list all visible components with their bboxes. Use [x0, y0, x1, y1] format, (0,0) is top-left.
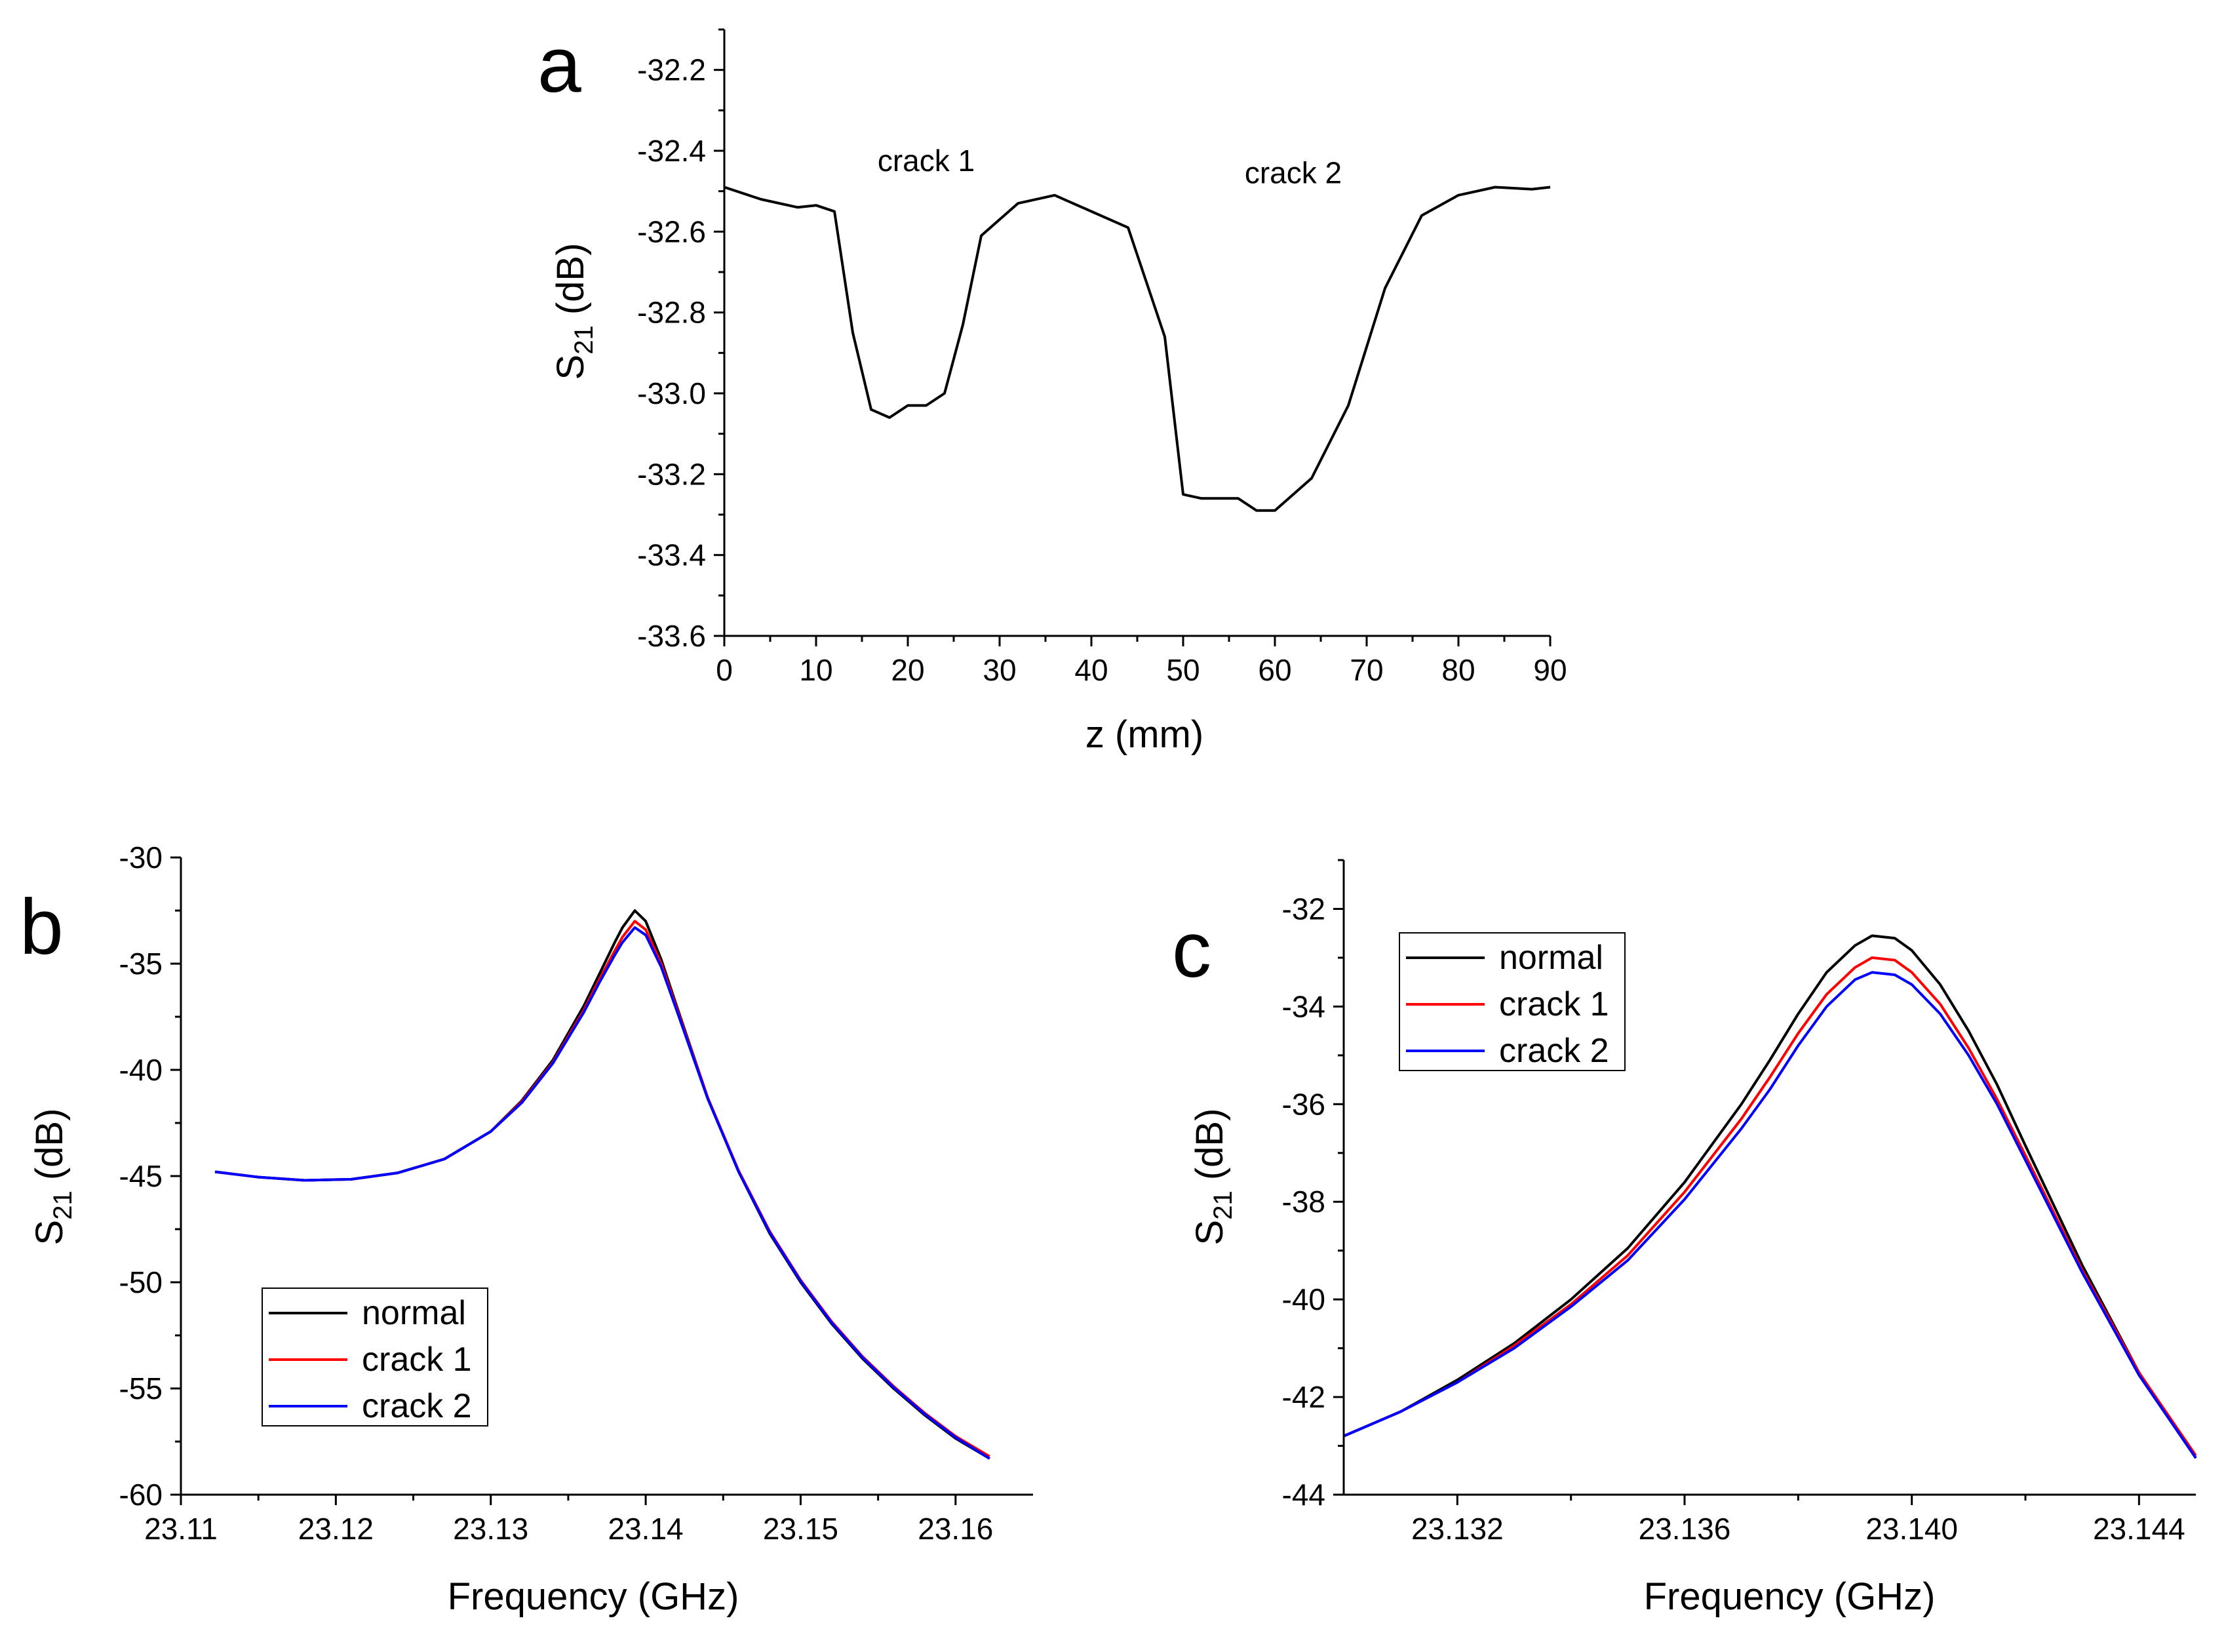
panel-c-y-tick-label: -44 [1282, 1478, 1325, 1512]
panel-b-legend-label-crack-1: crack 1 [362, 1341, 472, 1379]
panel-b-chart: b 23.11 23.12 23.13 23.14 23.15 23.16 -60 -55 -… [20, 840, 1033, 1618]
panel-c-x-tick-label: 23.136 [1639, 1512, 1731, 1546]
panel-c-x-tick-label: 23.144 [2093, 1512, 2185, 1546]
panel-c-y-tick-label: -38 [1282, 1185, 1325, 1219]
panel-c-y-ticks: -44 -42 -40 -38 -36 -34 -32 [1282, 859, 1344, 1512]
panel-a-x-ticks: 0 10 20 30 40 50 60 70 80 90 [716, 636, 1567, 687]
panel-a-x-tick-label: 30 [983, 653, 1016, 687]
panel-c-x-ticks: 23.132 23.136 23.140 23.144 [1411, 1495, 2185, 1546]
panel-a-series [724, 186, 1551, 512]
panel-b-legend: normal crack 1 crack 2 [262, 1288, 488, 1426]
panel-a-x-tick-label: 60 [1258, 653, 1291, 687]
panel-a-annotation-crack-2: crack 2 [1245, 155, 1342, 189]
panel-a-x-tick-label: 50 [1166, 653, 1200, 687]
panel-a-x-axis-label: z (mm) [1085, 713, 1203, 756]
panel-b-x-tick-label: 23.11 [144, 1512, 218, 1546]
panel-c-legend-label-crack-1: crack 1 [1499, 985, 1609, 1023]
panel-c-y-tick-label: -40 [1282, 1282, 1325, 1316]
panel-b-y-tick-label: -50 [119, 1265, 163, 1299]
panel-a-x-tick-label: 40 [1074, 653, 1108, 687]
panel-c-y-tick-label: -42 [1282, 1380, 1325, 1414]
panel-b-x-axis-label: Frequency (GHz) [448, 1575, 739, 1618]
panel-a-x-tick-label: 70 [1350, 653, 1383, 687]
panel-a-y-ticks: -33.6 -33.4 -33.2 -33.0 -32.8 -32.6 -32.4 -32.2 [637, 28, 724, 653]
panel-a-y-tick-label: -32.2 [637, 53, 706, 87]
panel-b-x-tick-label: 23.13 [453, 1512, 528, 1546]
panel-b-legend-box [262, 1288, 488, 1426]
panel-a-annotations: crack 1 crack 2 [878, 144, 1342, 190]
panel-b-legend-label-crack-2: crack 2 [362, 1387, 472, 1425]
panel-b-y-axis-label: S21 (dB) [28, 1109, 77, 1246]
panel-c-series-crack-1-line [1343, 956, 2197, 1457]
panel-b-x-tick-label: 23.16 [918, 1512, 993, 1546]
panel-c-series-normal-line [1343, 934, 2197, 1459]
panel-a-y-tick-label: -33.2 [637, 457, 706, 491]
panel-b-y-tick-label: -55 [119, 1371, 163, 1406]
panel-a-chart: a 0 10 20 30 40 50 60 70 80 90 -33.6-33.4-33.2-33… [537, 21, 1567, 756]
panel-b-x-tick-label: 23.12 [298, 1512, 374, 1546]
panel-c-x-tick-label: 23.132 [1411, 1512, 1504, 1546]
panel-letter-b: b [20, 883, 64, 971]
panel-a-x-tick-label: 0 [716, 653, 733, 687]
panel-b-x-tick-label: 23.15 [763, 1512, 838, 1546]
panel-c-y-tick-label: -36 [1282, 1087, 1325, 1121]
panel-c-legend: normal crack 1 crack 2 [1399, 932, 1626, 1071]
panel-c-y-axis-label: S21 (dB) [1188, 1109, 1238, 1246]
panel-a-y-tick-label: -32.4 [637, 134, 706, 168]
panel-b-series [214, 909, 990, 1460]
panel-c-legend-label-normal: normal [1499, 939, 1603, 977]
panel-a-x-tick-label: 90 [1533, 653, 1567, 687]
panel-c-series-crack-2-line [1343, 971, 2197, 1459]
panel-a-annotation-crack-1: crack 1 [878, 144, 975, 178]
panel-a-y-tick-label: -32.6 [637, 214, 706, 248]
panel-a-y-axis-label: S21 (dB) [549, 243, 598, 380]
panel-c-x-tick-label: 23.140 [1865, 1512, 1958, 1546]
panel-a-x-tick-label: 20 [891, 653, 924, 687]
panel-b-x-ticks: 23.11 23.12 23.13 23.14 23.15 23.16 [144, 1495, 993, 1546]
panel-a-series-s21-line [724, 186, 1551, 512]
panel-b-y-tick-label: -30 [119, 840, 163, 875]
panel-a-y-tick-label: -33.4 [637, 538, 706, 572]
panel-a-x-tick-label: 80 [1441, 653, 1475, 687]
panel-b-y-tick-label: -60 [119, 1478, 163, 1512]
panel-b-legend-label-normal: normal [362, 1294, 466, 1332]
panel-c-x-axis-label: Frequency (GHz) [1644, 1575, 1936, 1618]
panel-b-x-tick-label: 23.14 [608, 1512, 684, 1546]
panel-b-y-tick-label: -35 [119, 947, 163, 981]
panel-b-series-crack-2-line [214, 926, 990, 1460]
panel-b-y-tick-label: -45 [119, 1159, 163, 1193]
panel-letter-a: a [537, 21, 581, 109]
panel-c-chart: c 23.132 23.136 23.140 23.144 -44-42-40-38-… [1172, 859, 2197, 1618]
panel-a-y-tick-label: -32.8 [637, 296, 706, 330]
panel-a-y-tick-label: -33.6 [637, 619, 706, 653]
panel-letter-c: c [1172, 906, 1211, 994]
panel-b-y-tick-label: -40 [119, 1053, 163, 1087]
panel-a-y-tick-label: -33.0 [637, 376, 706, 410]
panel-c-series [1343, 934, 2197, 1459]
panel-a-x-tick-label: 10 [799, 653, 832, 687]
panel-c-legend-label-crack-2: crack 2 [1499, 1032, 1609, 1070]
panel-c-y-tick-label: -32 [1282, 892, 1325, 926]
panel-c-y-tick-label: -34 [1282, 989, 1325, 1023]
panel-c-legend-box [1399, 932, 1626, 1071]
